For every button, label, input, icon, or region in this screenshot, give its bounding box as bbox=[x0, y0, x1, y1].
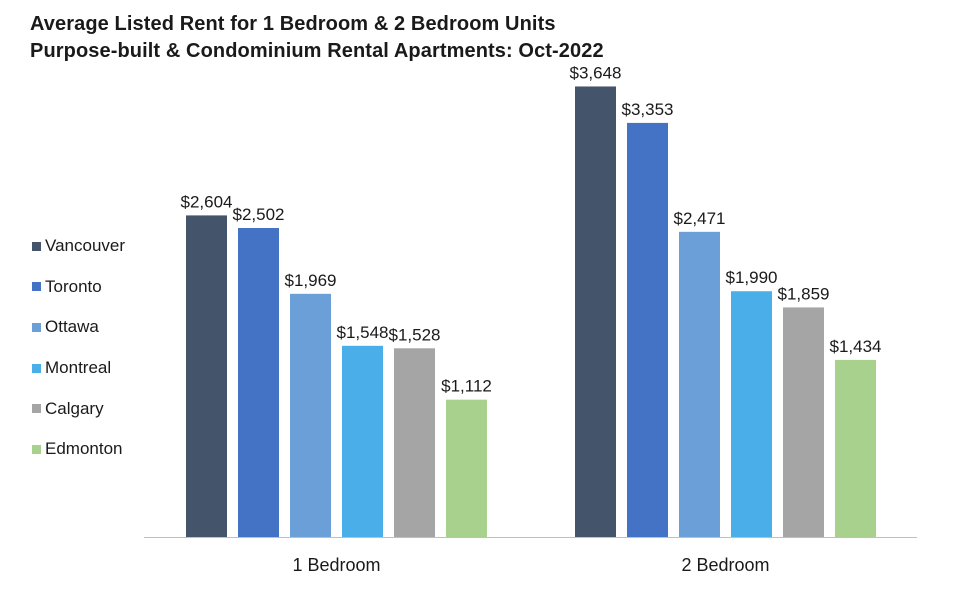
bar-toronto-2-bedroom bbox=[627, 122, 668, 537]
x-tick-label-1-bedroom: 1 Bedroom bbox=[292, 555, 380, 575]
legend-item-vancouver: Vancouver bbox=[32, 226, 125, 267]
data-label-toronto-2-bedroom: $3,353 bbox=[622, 100, 674, 119]
chart-legend: Vancouver Toronto Ottawa Montreal Calgar… bbox=[32, 226, 125, 470]
legend-label-toronto: Toronto bbox=[45, 276, 102, 296]
bar-montreal-2-bedroom bbox=[731, 291, 772, 537]
bar-vancouver-1-bedroom bbox=[186, 215, 227, 537]
legend-swatch-toronto bbox=[32, 282, 41, 292]
legend-swatch-edmonton bbox=[32, 444, 41, 454]
bar-edmonton-1-bedroom bbox=[446, 399, 487, 537]
legend-item-calgary: Calgary bbox=[32, 388, 125, 429]
data-label-ottawa-1-bedroom: $1,969 bbox=[285, 271, 337, 290]
legend-swatch-calgary bbox=[32, 404, 41, 414]
legend-swatch-montreal bbox=[32, 363, 41, 373]
bar-edmonton-2-bedroom bbox=[835, 359, 876, 537]
legend-item-edmonton: Edmonton bbox=[32, 429, 125, 470]
data-label-vancouver-1-bedroom: $2,604 bbox=[181, 192, 233, 211]
data-label-vancouver-2-bedroom: $3,648 bbox=[570, 63, 622, 82]
data-label-calgary-1-bedroom: $1,528 bbox=[389, 325, 441, 344]
bar-montreal-1-bedroom bbox=[342, 345, 383, 537]
data-label-toronto-1-bedroom: $2,502 bbox=[233, 205, 285, 224]
legend-swatch-vancouver bbox=[32, 241, 41, 251]
bar-calgary-2-bedroom bbox=[783, 307, 824, 537]
legend-label-ottawa: Ottawa bbox=[45, 317, 99, 337]
data-label-calgary-2-bedroom: $1,859 bbox=[778, 284, 830, 303]
data-label-edmonton-2-bedroom: $1,434 bbox=[830, 337, 882, 356]
legend-label-montreal: Montreal bbox=[45, 358, 112, 378]
legend-item-ottawa: Ottawa bbox=[32, 307, 125, 348]
legend-swatch-ottawa bbox=[32, 322, 41, 332]
legend-item-toronto: Toronto bbox=[32, 267, 125, 308]
legend-label-edmonton: Edmonton bbox=[45, 439, 123, 459]
data-label-edmonton-1-bedroom: $1,112 bbox=[441, 377, 492, 396]
legend-label-vancouver: Vancouver bbox=[45, 236, 126, 256]
legend-label-calgary: Calgary bbox=[45, 398, 104, 418]
data-label-montreal-2-bedroom: $1,990 bbox=[726, 268, 778, 287]
chart-subtitle: Purpose-built & Condominium Rental Apart… bbox=[30, 40, 604, 62]
chart-title: Average Listed Rent for 1 Bedroom & 2 Be… bbox=[30, 13, 556, 35]
bar-toronto-1-bedroom bbox=[238, 228, 279, 538]
bar-ottawa-2-bedroom bbox=[679, 231, 720, 538]
x-tick-label-2-bedroom: 2 Bedroom bbox=[681, 555, 769, 575]
bar-calgary-1-bedroom bbox=[394, 348, 435, 537]
chart-title-block: Average Listed Rent for 1 Bedroom & 2 Be… bbox=[30, 11, 604, 65]
data-label-montreal-1-bedroom: $1,548 bbox=[337, 323, 389, 342]
data-label-ottawa-2-bedroom: $2,471 bbox=[674, 209, 726, 228]
legend-item-montreal: Montreal bbox=[32, 348, 125, 389]
bar-ottawa-1-bedroom bbox=[290, 293, 331, 537]
bar-vancouver-2-bedroom bbox=[575, 86, 616, 538]
